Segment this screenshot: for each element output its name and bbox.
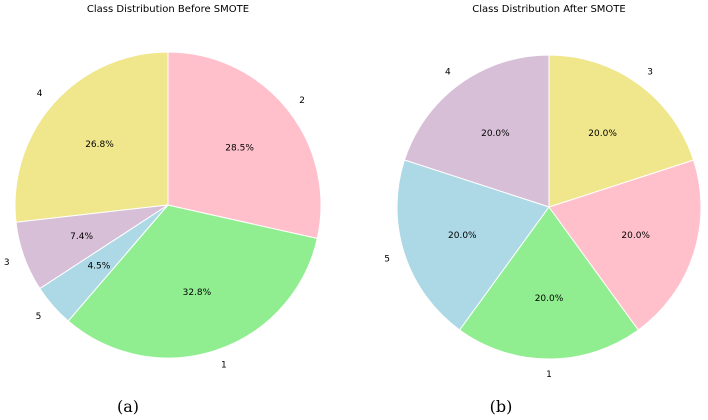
pie-slice-class-1 [67,204,318,359]
pie-slice-class-2 [167,51,322,239]
slice-label-class-5: 5 [384,255,390,265]
labels-before-smote: 26.8% 4 7.4% 3 4.5% 5 32.8% 1 28.5% 2 [4,89,305,371]
chart-title-before-smote: Class Distribution Before SMOTE [87,4,249,15]
pie-slice-class-5 [396,159,550,331]
pct-label-class-2: 28.5% [225,144,254,154]
pie-slice-class-2 [548,159,702,331]
pie-chart-after-smote: Class Distribution After SMOTE 20.0% 4 20.… [384,4,702,416]
pie-slice-class-1 [458,206,640,360]
slice-label-class-4: 4 [445,68,451,78]
pct-label-class-1: 20.0% [535,294,564,304]
slice-label-class-3: 3 [4,258,10,268]
slice-label-class-4: 4 [37,89,43,99]
pie-slice-class-3 [548,54,695,208]
chart-title-after-smote: Class Distribution After SMOTE [472,4,625,15]
pie-slice-class-4 [403,54,550,208]
slices-before-smote [14,51,322,359]
slice-label-class-2: 2 [299,96,305,106]
labels-after-smote: 20.0%420.0%520.0%120.0%220.0%3 [384,68,653,381]
pct-label-class-5: 4.5% [87,262,110,272]
pct-label-class-3: 20.0% [588,129,617,139]
caption-a: (a) [117,397,139,416]
pct-label-class-4: 26.8% [85,140,114,150]
slices-after-smote [396,54,702,360]
pct-label-class-2: 20.0% [621,231,650,241]
caption-b: (b) [490,397,513,416]
pct-label-class-3: 7.4% [70,232,93,242]
slice-label-class-3: 3 [647,68,653,78]
slice-label-class-1: 1 [546,370,552,380]
slice-label-class-5: 5 [36,312,42,322]
pct-label-class-4: 20.0% [481,129,510,139]
slice-label-class-1: 1 [221,361,227,371]
pie-chart-before-smote: Class Distribution Before SMOTE 26.8% 4 7.… [4,4,322,416]
pct-label-class-1: 32.8% [183,288,212,298]
pie-slice-class-4 [14,51,169,223]
pct-label-class-5: 20.0% [448,231,477,241]
